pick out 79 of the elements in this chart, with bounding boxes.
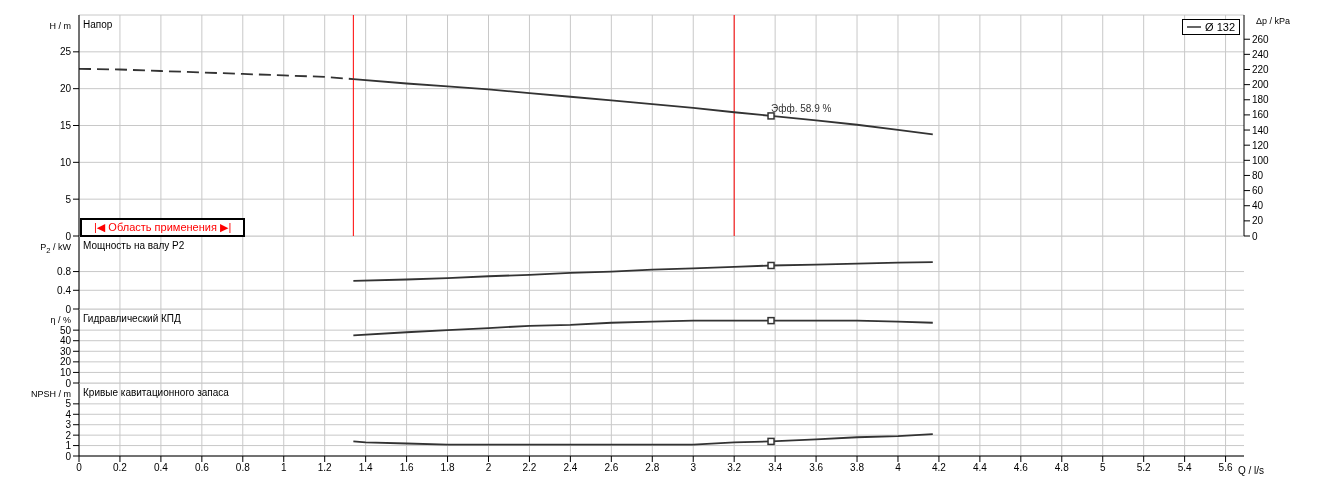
y-tick-label: 4 (65, 408, 72, 420)
x-tick-label: 5 (1099, 462, 1106, 474)
y-axis-title: NPSH / m (30, 389, 71, 399)
x-tick-label: 2 (485, 462, 492, 474)
y-tick-label: 5 (65, 193, 72, 205)
y2-tick-label: 80 (1252, 170, 1264, 181)
y2-tick-label: 100 (1252, 154, 1270, 166)
y2-tick-label: 260 (1252, 33, 1270, 45)
x-tick-label: 0.4 (153, 462, 169, 474)
y-tick-label: 30 (59, 345, 72, 357)
x-tick-label: 2.2 (522, 462, 537, 474)
y2-tick-label: 60 (1252, 185, 1264, 197)
y-tick-label: 0.8 (57, 266, 72, 278)
y2-tick-label: 0 (1252, 230, 1258, 242)
y-tick-label: 20 (59, 356, 72, 368)
y-tick-label: 0.4 (57, 284, 72, 296)
x-tick-label: 1.6 (399, 462, 414, 474)
x-tick-label: 1.4 (358, 462, 374, 474)
x-tick-label: 4.8 (1054, 462, 1070, 474)
x-tick-label: 4.2 (931, 462, 947, 474)
x-tick-label: 0.6 (194, 462, 210, 474)
x-tick-label: 4 (895, 462, 902, 474)
x-tick-label: 2.8 (645, 462, 660, 474)
y-tick-label: 0 (65, 230, 72, 242)
y-tick-label: 0 (65, 377, 72, 389)
y-axis-title: P$_{2}$ / kW (40, 242, 71, 255)
x-tick-label: 3.6 (809, 462, 824, 474)
y-tick-label: 40 (59, 335, 72, 347)
y-tick-label: 1 (65, 440, 72, 452)
y-tick-label: 20 (59, 83, 72, 95)
x-tick-label: 3.8 (850, 462, 865, 474)
x-tick-label: 0.8 (235, 462, 251, 474)
x-tick-label: 1.2 (317, 462, 333, 474)
chart-title: Напор (83, 19, 113, 30)
annotation: Эфф. 58.9 % (771, 102, 832, 114)
x-tick-label: 2.6 (604, 462, 619, 474)
y-tick-label: 0 (65, 450, 72, 462)
y2-tick-label: 160 (1252, 109, 1270, 121)
y-tick-label: 2 (65, 429, 72, 441)
y-tick-label: 10 (59, 156, 72, 168)
y-tick-label: 15 (59, 120, 72, 132)
y2-tick-label: 40 (1252, 200, 1264, 212)
y2-tick-label: 120 (1252, 139, 1270, 151)
x-tick-label: 5.6 (1218, 462, 1233, 474)
chart-title: Мощность на валу P2 (83, 240, 185, 251)
y2-tick-label: 220 (1252, 64, 1270, 76)
y2-axis-title: Δp / kPa (1256, 16, 1291, 26)
legend-label: Ø 132 (1205, 21, 1235, 33)
x-tick-label: 3 (690, 462, 697, 474)
x-tick-label: 0.2 (113, 462, 128, 474)
y-tick-label: 0 (65, 303, 72, 315)
line-series (352, 433, 934, 446)
y2-tick-label: 240 (1252, 48, 1270, 60)
y2-tick-label: 180 (1252, 94, 1270, 106)
y2-tick-label: 140 (1252, 124, 1270, 136)
y2-tick-label: 200 (1252, 79, 1270, 91)
x-tick-label: 1.8 (440, 462, 455, 474)
chart-title: Гидравлический КПД (83, 313, 181, 324)
x-tick-label: 3.4 (768, 462, 783, 474)
x-axis-title: Q / l/s (1238, 465, 1265, 476)
annotation: |◀ Область применения ▶| (80, 218, 246, 237)
chart-title: Кривые кавитационного запаса (83, 387, 229, 398)
x-tick-label: 1 (280, 462, 287, 474)
x-tick-label: 0 (76, 462, 83, 474)
line-series (352, 261, 934, 282)
x-tick-label: 3.2 (727, 462, 742, 474)
y-tick-label: 10 (59, 366, 72, 378)
y-axis-title: η / % (50, 315, 71, 325)
y2-tick-label: 20 (1252, 215, 1264, 227)
x-tick-label: 5.2 (1136, 462, 1152, 474)
y-tick-label: 25 (59, 46, 72, 58)
x-tick-label: 4.6 (1013, 462, 1029, 474)
x-tick-label: 4.4 (972, 462, 988, 474)
x-tick-label: 2.4 (563, 462, 578, 474)
y-tick-label: 50 (59, 324, 72, 336)
y-tick-label: 3 (65, 419, 72, 431)
y-tick-label: 5 (65, 398, 72, 410)
x-tick-label: 5.4 (1177, 462, 1193, 474)
y-axis-title: H / m (49, 21, 71, 31)
